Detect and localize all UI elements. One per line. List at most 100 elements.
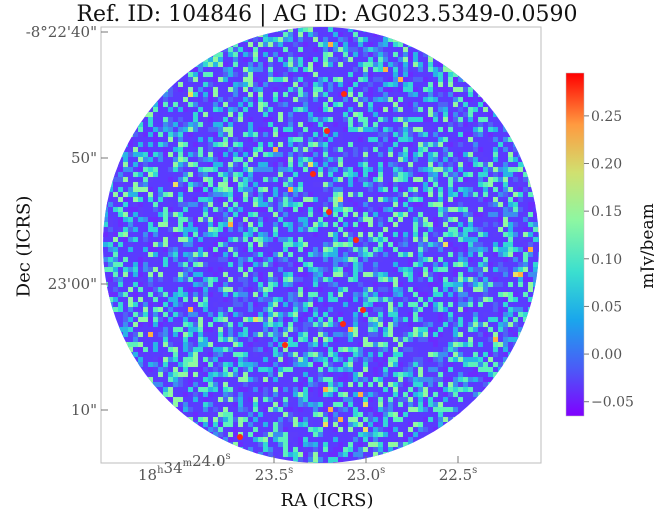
noise-pixel xyxy=(438,337,443,342)
noise-pixel xyxy=(398,402,403,407)
noise-pixel xyxy=(278,422,283,427)
noise-pixel xyxy=(348,182,353,187)
noise-pixel xyxy=(473,317,478,322)
noise-pixel xyxy=(363,147,368,152)
noise-pixel xyxy=(353,407,358,412)
noise-pixel xyxy=(263,202,268,207)
noise-pixel xyxy=(333,102,338,107)
noise-pixel xyxy=(313,47,318,52)
noise-pixel xyxy=(193,327,198,332)
noise-pixel xyxy=(238,147,243,152)
noise-pixel xyxy=(358,237,363,242)
noise-pixel xyxy=(163,207,168,212)
noise-pixel xyxy=(243,117,248,122)
noise-pixel xyxy=(273,177,278,182)
noise-pixel xyxy=(398,67,403,72)
noise-pixel xyxy=(228,312,233,317)
noise-pixel xyxy=(303,332,308,337)
noise-pixel xyxy=(418,362,423,367)
noise-pixel xyxy=(193,187,198,192)
noise-pixel xyxy=(193,362,198,367)
noise-pixel xyxy=(293,257,298,262)
noise-pixel xyxy=(163,217,168,222)
noise-pixel xyxy=(248,362,253,367)
noise-pixel xyxy=(373,147,378,152)
noise-pixel xyxy=(343,87,348,92)
noise-pixel xyxy=(503,332,508,337)
noise-pixel xyxy=(303,127,308,132)
noise-pixel xyxy=(343,147,348,152)
noise-pixel xyxy=(408,337,413,342)
noise-pixel xyxy=(303,227,308,232)
noise-pixel xyxy=(368,407,373,412)
noise-pixel xyxy=(333,112,338,117)
noise-pixel xyxy=(498,247,503,252)
noise-pixel xyxy=(438,237,443,242)
noise-pixel xyxy=(323,332,328,337)
noise-pixel xyxy=(493,127,498,132)
noise-pixel xyxy=(143,312,148,317)
noise-pixel xyxy=(203,252,208,257)
noise-pixel xyxy=(208,157,213,162)
noise-pixel xyxy=(353,297,358,302)
noise-pixel xyxy=(408,162,413,167)
noise-pixel xyxy=(498,327,503,332)
noise-pixel xyxy=(468,162,473,167)
noise-pixel xyxy=(143,187,148,192)
noise-pixel xyxy=(483,162,488,167)
noise-pixel xyxy=(378,87,383,92)
noise-pixel xyxy=(233,172,238,177)
noise-pixel xyxy=(218,192,223,197)
noise-pixel xyxy=(253,352,258,357)
noise-pixel xyxy=(498,177,503,182)
noise-pixel xyxy=(188,297,193,302)
noise-pixel xyxy=(133,342,138,347)
noise-pixel xyxy=(178,82,183,87)
noise-pixel xyxy=(143,182,148,187)
noise-pixel xyxy=(223,387,228,392)
noise-pixel xyxy=(333,312,338,317)
noise-pixel xyxy=(333,42,338,47)
noise-pixel xyxy=(378,287,383,292)
noise-pixel xyxy=(443,327,448,332)
noise-pixel xyxy=(458,132,463,137)
noise-pixel xyxy=(223,242,228,247)
noise-pixel xyxy=(313,372,318,377)
noise-pixel xyxy=(278,342,283,347)
noise-pixel xyxy=(413,387,418,392)
noise-pixel xyxy=(283,272,288,277)
noise-pixel xyxy=(348,227,353,232)
noise-pixel xyxy=(293,132,298,137)
noise-pixel xyxy=(308,317,313,322)
noise-pixel xyxy=(363,397,368,402)
noise-pixel xyxy=(253,207,258,212)
noise-pixel xyxy=(273,77,278,82)
noise-pixel xyxy=(193,92,198,97)
noise-pixel xyxy=(378,247,383,252)
noise-pixel xyxy=(358,42,363,47)
bright-source xyxy=(340,321,346,327)
noise-pixel xyxy=(263,377,268,382)
noise-pixel xyxy=(298,37,303,42)
noise-pixel xyxy=(198,182,203,187)
noise-pixel xyxy=(318,162,323,167)
noise-pixel xyxy=(208,327,213,332)
noise-pixel xyxy=(293,222,298,227)
noise-pixel xyxy=(213,77,218,82)
noise-pixel xyxy=(338,162,343,167)
noise-pixel xyxy=(168,252,173,257)
noise-pixel xyxy=(178,362,183,367)
noise-pixel xyxy=(188,237,193,242)
noise-pixel xyxy=(453,407,458,412)
noise-pixel xyxy=(238,362,243,367)
noise-pixel xyxy=(328,232,333,237)
noise-pixel xyxy=(298,287,303,292)
noise-pixel xyxy=(258,102,263,107)
noise-pixel xyxy=(323,102,328,107)
noise-pixel xyxy=(258,82,263,87)
noise-pixel xyxy=(133,282,138,287)
noise-pixel xyxy=(248,232,253,237)
noise-pixel xyxy=(298,137,303,142)
noise-pixel xyxy=(178,137,183,142)
noise-pixel xyxy=(343,347,348,352)
